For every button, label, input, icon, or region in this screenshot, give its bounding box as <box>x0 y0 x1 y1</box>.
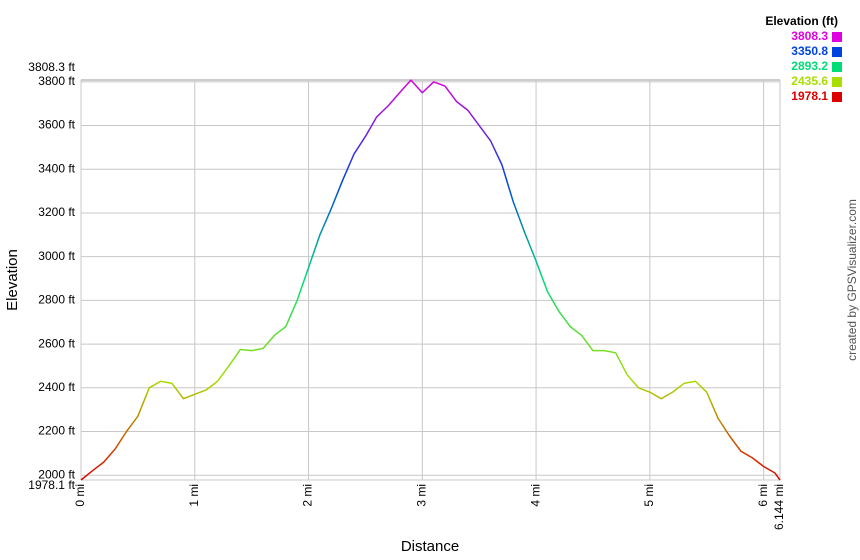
y-tick-label: 3800 ft <box>38 74 75 88</box>
legend-label: 3808.3 <box>791 29 828 43</box>
x-tick-label: 4 mi <box>528 484 542 507</box>
legend-label: 1978.1 <box>791 89 828 103</box>
x-tick-label: 6 mi <box>756 484 770 507</box>
elevation-line <box>80 79 781 481</box>
y-tick-label: 3200 ft <box>38 205 75 219</box>
x-axis-title: Distance <box>401 538 459 555</box>
x-tick-label: 3 mi <box>414 484 428 507</box>
y-tick-label: 2000 ft <box>38 467 75 481</box>
legend-title: Elevation (ft) <box>765 14 838 28</box>
credit: created by GPSVisualizer.com <box>845 199 859 361</box>
legend-swatch <box>832 47 842 57</box>
y-tick-label: 2600 ft <box>38 336 75 350</box>
x-tick-label: 6.144 mi <box>772 484 786 530</box>
legend-swatch <box>832 77 842 87</box>
legend-label: 2435.6 <box>791 74 828 88</box>
x-tick-label: 5 mi <box>642 484 656 507</box>
legend-swatch <box>832 62 842 72</box>
y-tick-label: 3808.3 ft <box>28 60 75 74</box>
legend-swatch <box>832 92 842 102</box>
y-tick-label: 2200 ft <box>38 424 75 438</box>
y-tick-label: 2800 ft <box>38 293 75 307</box>
x-tick-label: 0 mi <box>73 484 87 507</box>
y-tick-label: 2400 ft <box>38 380 75 394</box>
legend-swatch <box>832 32 842 42</box>
y-tick-label: 3000 ft <box>38 249 75 263</box>
x-tick-label: 2 mi <box>301 484 315 507</box>
legend-label: 2893.2 <box>791 59 828 73</box>
x-tick-label: 1 mi <box>187 484 201 507</box>
y-tick-label: 1978.1 ft <box>28 478 75 492</box>
y-tick-label: 3600 ft <box>38 118 75 132</box>
y-tick-label: 3400 ft <box>38 161 75 175</box>
legend-label: 3350.8 <box>791 44 828 58</box>
y-axis-title: Elevation <box>4 249 21 311</box>
